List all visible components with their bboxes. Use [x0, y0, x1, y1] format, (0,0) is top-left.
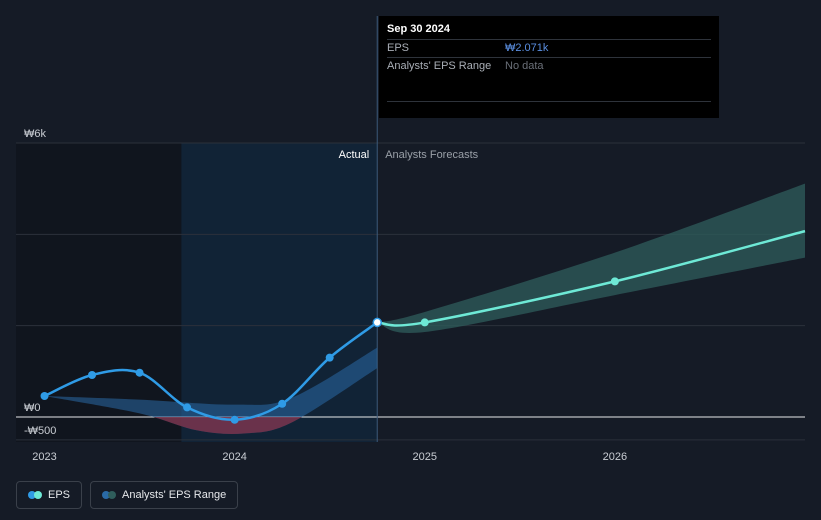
y-tick-label: ₩6k	[24, 128, 47, 140]
legend-label: EPS	[48, 489, 71, 501]
eps-points	[40, 277, 619, 424]
forecast-label: Analysts Forecasts	[385, 149, 478, 161]
forecast-point	[610, 277, 619, 286]
x-tick-label: 2025	[413, 451, 437, 463]
tooltip-row-eps: EPS ₩2.071k	[387, 39, 711, 57]
forecast-line	[377, 229, 806, 327]
actual-point	[135, 368, 144, 377]
forecast-range-band	[377, 183, 805, 334]
tooltip: Sep 30 2024 EPS ₩2.071k Analysts' EPS Ra…	[379, 16, 719, 118]
legend: EPS Analysts' EPS Range	[16, 481, 239, 509]
actual-line	[44, 321, 378, 421]
tooltip-spacer	[387, 75, 711, 102]
forecast-point	[420, 318, 429, 327]
actual-point	[40, 391, 49, 400]
actual-label: Actual	[339, 149, 370, 161]
legend-item-eps[interactable]: EPS	[16, 481, 83, 509]
actual-point	[325, 353, 334, 362]
tooltip-key: Analysts' EPS Range	[387, 60, 492, 72]
tooltip-value: ₩2.071k	[505, 42, 549, 54]
actual-point	[88, 370, 97, 379]
eps-legend-icon	[28, 491, 42, 499]
actual-range-band	[44, 347, 378, 434]
x-tick-label: 2026	[603, 451, 627, 463]
highlight-region	[181, 143, 378, 442]
tooltip-value: No data	[505, 60, 544, 72]
x-axis: 2023 2024 2025 2026	[32, 451, 627, 463]
legend-item-range[interactable]: Analysts' EPS Range	[90, 481, 239, 509]
tooltip-key: EPS	[387, 42, 410, 54]
actual-point	[230, 415, 239, 424]
x-tick-label: 2024	[222, 451, 246, 463]
y-tick-label: ₩0	[24, 402, 41, 414]
actual-point	[278, 399, 287, 408]
range-legend-icon	[102, 491, 117, 499]
y-axis: ₩6k ₩0 -₩500	[24, 128, 56, 437]
tooltip-row-range: Analysts' EPS Range No data	[387, 57, 711, 75]
actual-point	[372, 317, 382, 328]
negative-range-band	[153, 417, 302, 434]
eps-lines	[44, 229, 806, 421]
range-bands	[44, 183, 805, 434]
tooltip-date: Sep 30 2024	[387, 23, 450, 35]
y-tick-label: -₩500	[24, 425, 56, 437]
x-tick-label: 2023	[32, 451, 56, 463]
actual-point	[183, 403, 192, 412]
legend-label: Analysts' EPS Range	[122, 489, 227, 501]
